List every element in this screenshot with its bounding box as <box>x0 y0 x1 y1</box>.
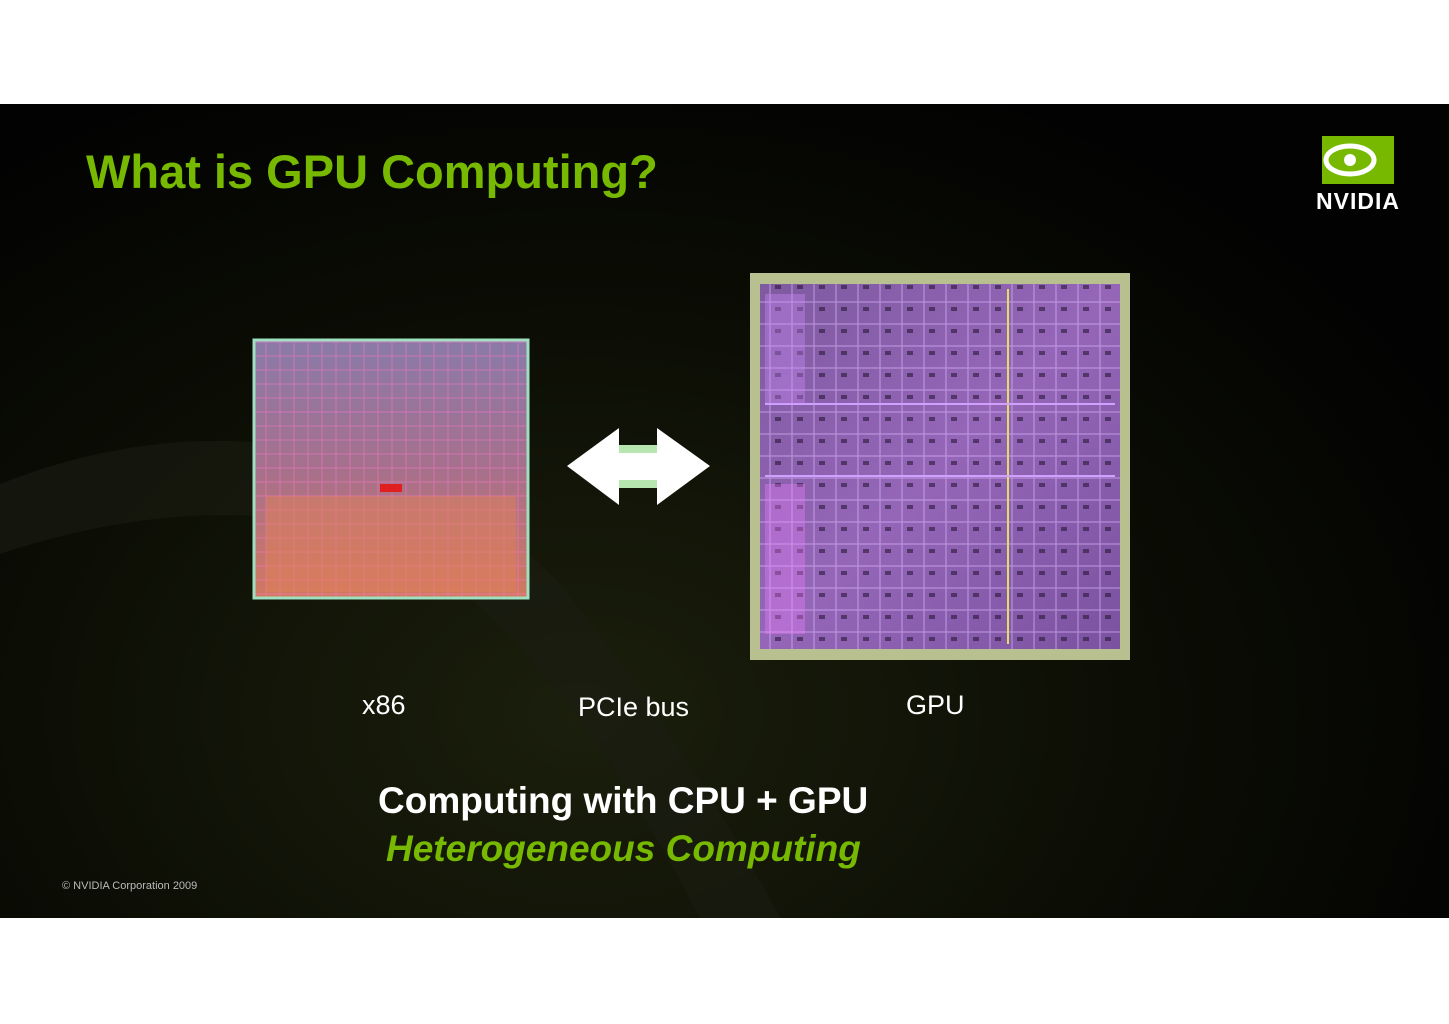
caption-line: Heterogeneous Computing <box>386 828 861 869</box>
slide: What is GPU Computing? NVIDIA x86 PCIe b… <box>0 104 1449 918</box>
cpu-label: x86 <box>362 690 406 720</box>
footer: © NVIDIA Corporation 2009 <box>62 880 198 892</box>
bus-label: PCIe bus <box>578 692 690 722</box>
bidirectional-arrow <box>567 428 710 505</box>
nvidia-eye-logo <box>1322 136 1394 184</box>
gpu-label: GPU <box>906 690 965 720</box>
logo-text: NVIDIA <box>1316 188 1400 214</box>
caption-line: Computing with CPU + GPU <box>378 780 869 821</box>
gpu-die <box>750 273 1130 660</box>
slide-art <box>0 136 1394 918</box>
slide-title: What is GPU Computing? <box>86 145 658 198</box>
cpu-die <box>252 338 530 600</box>
